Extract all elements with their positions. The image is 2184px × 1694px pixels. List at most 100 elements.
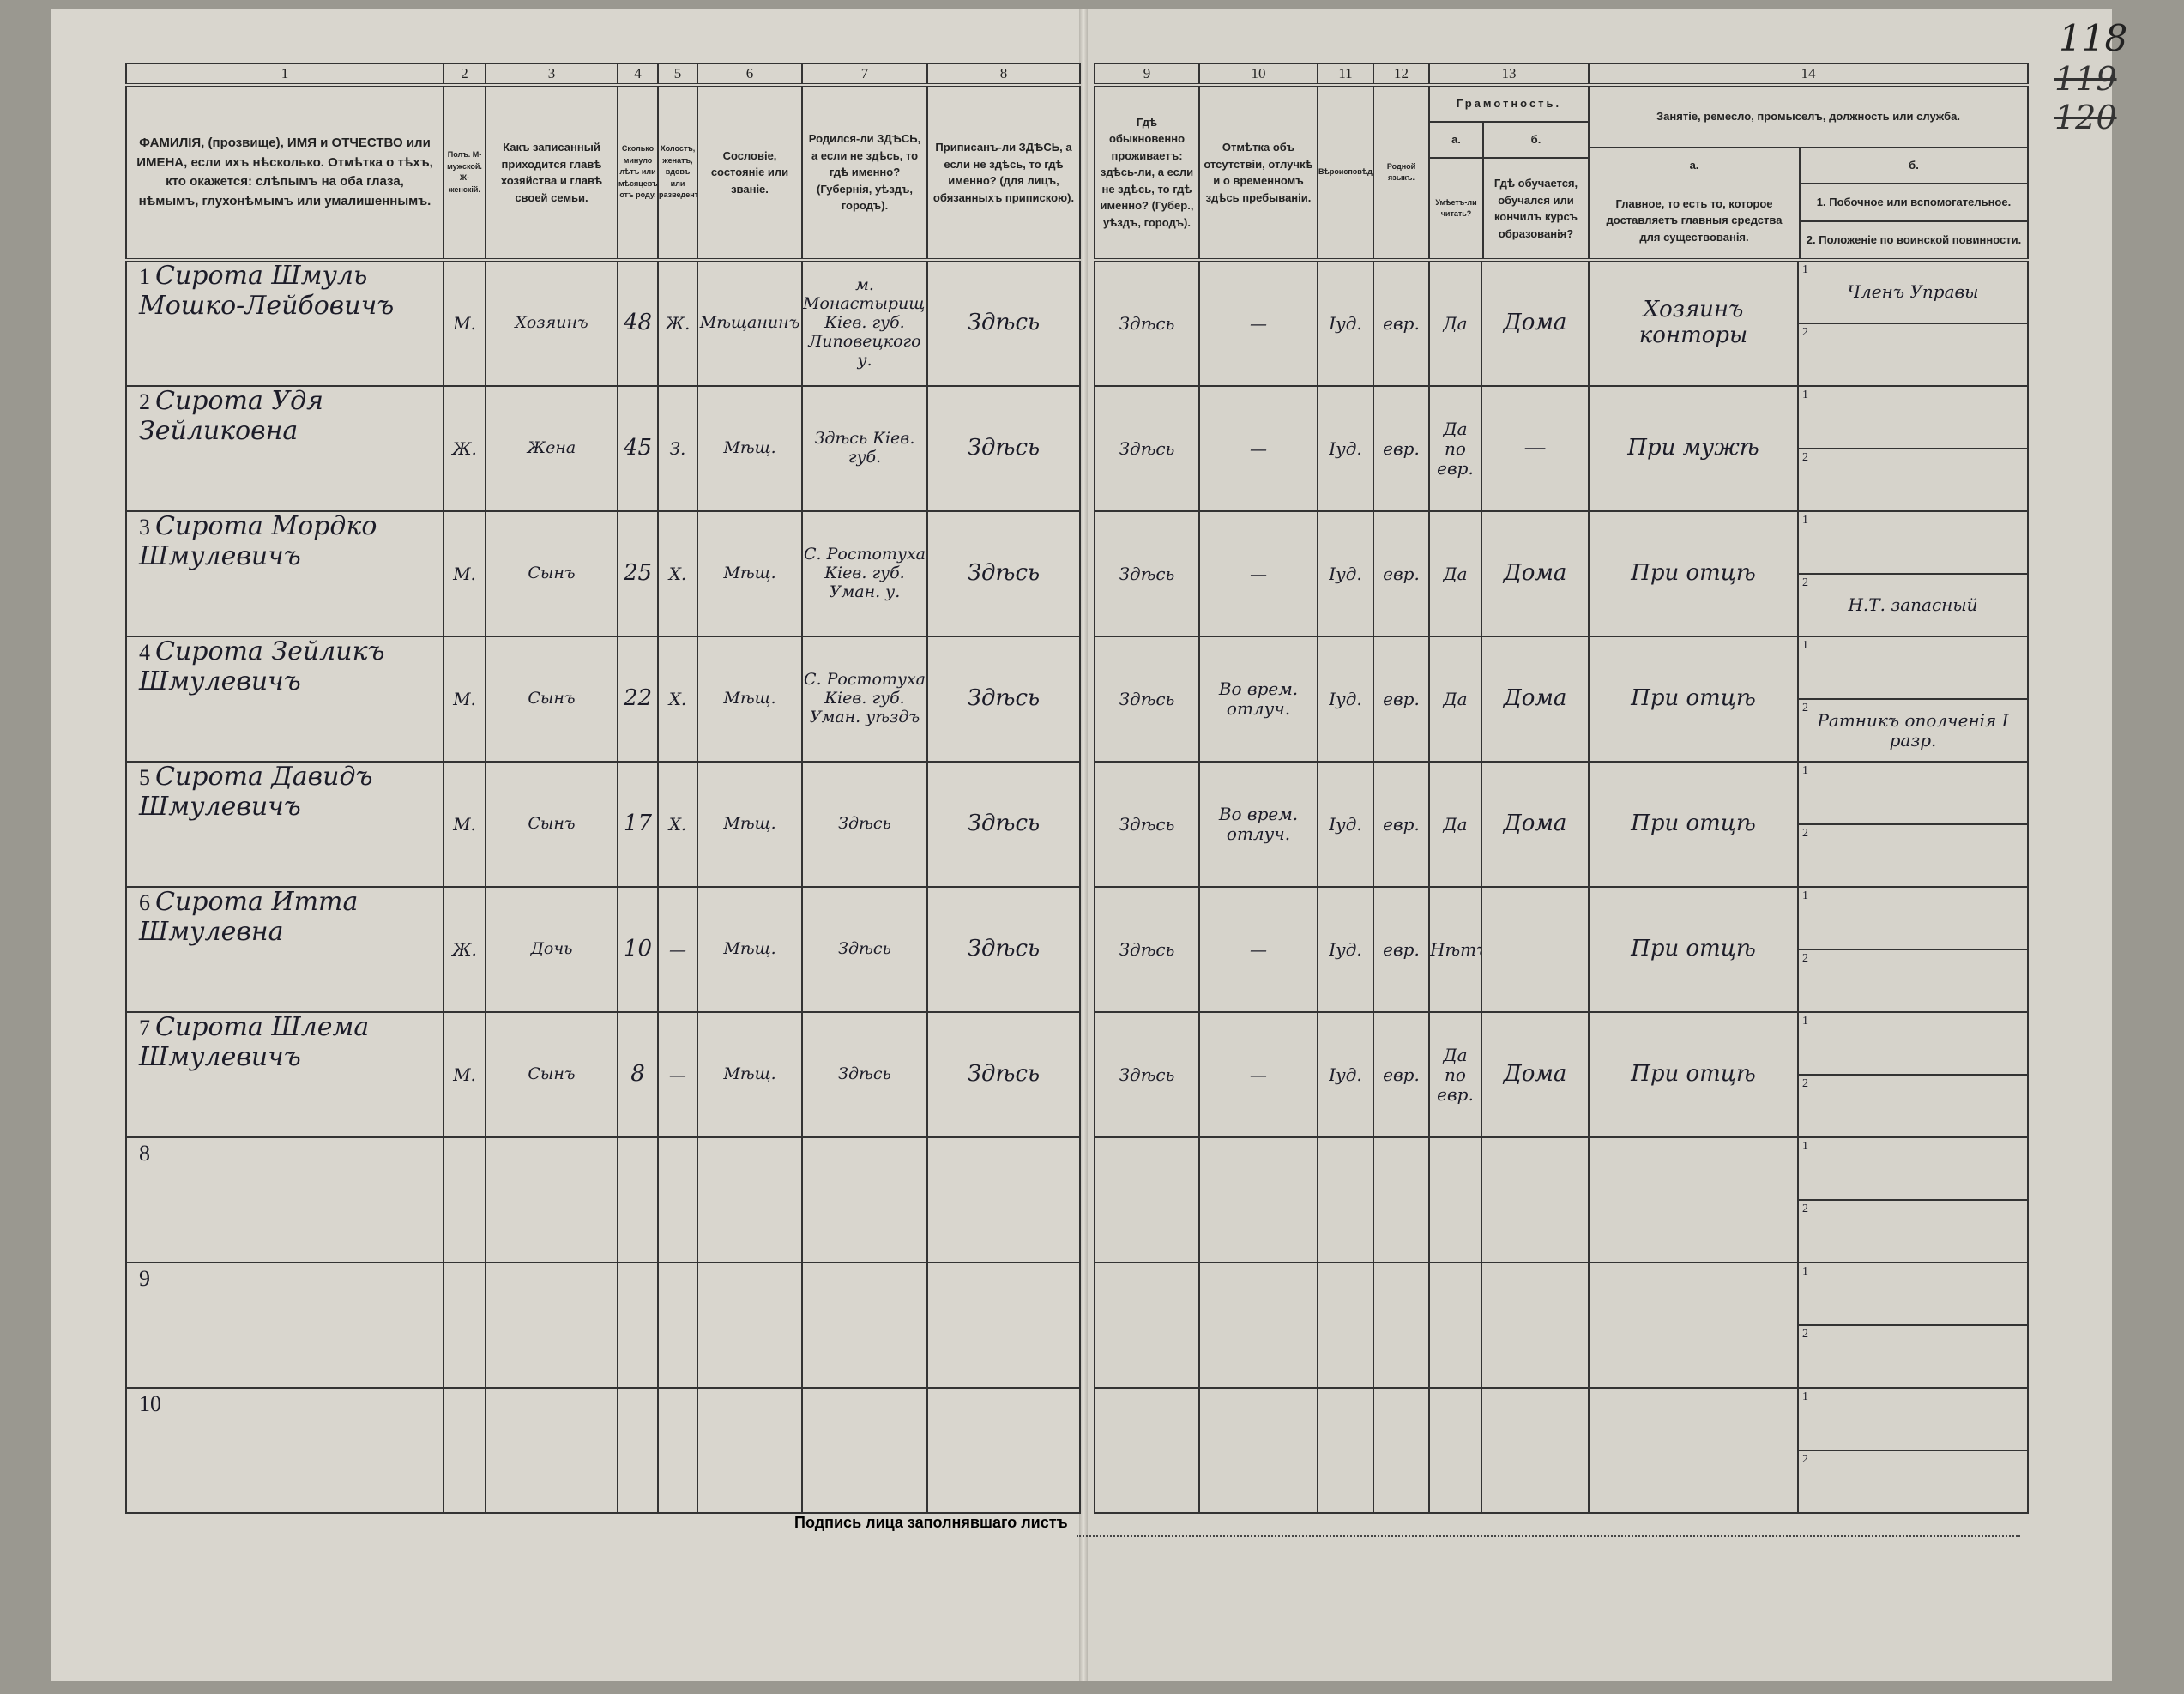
cell-name: 6 Сирота Итта Шмулевна xyxy=(125,886,444,1013)
cell-birthplace xyxy=(801,1387,928,1514)
cell-occupation: При отцѣ xyxy=(1588,1011,1799,1138)
cell-literate: Нѣтъ xyxy=(1428,886,1482,1013)
cell-occupation xyxy=(1588,1136,1799,1263)
cell-religion: Іуд. xyxy=(1317,510,1374,637)
sub-row-number: 1 xyxy=(1802,764,1808,777)
sub-row-number: 2 xyxy=(1802,1203,1808,1215)
cell-absence: Во врем. отлуч. xyxy=(1198,761,1318,888)
cell-education: Дома xyxy=(1481,761,1590,888)
cell-birthplace xyxy=(801,1136,928,1263)
secondary-occupation: 1 xyxy=(1800,1264,2026,1324)
cell-residence xyxy=(1094,1262,1200,1389)
header-sex: Полъ. М-мужской. Ж-женскій. xyxy=(443,84,486,262)
cell-birthplace: Здѣсь xyxy=(801,761,928,888)
cell-secondary-occupation: 1 2 Н.Т. запасный xyxy=(1797,510,2029,637)
cell-residence xyxy=(1094,1136,1200,1263)
cell-sex: М. xyxy=(443,636,486,763)
military-status: 2 xyxy=(1800,1324,2026,1386)
cell-age: 25 xyxy=(617,510,659,637)
cell-residence xyxy=(1094,1387,1200,1514)
sub-row-number: 2 xyxy=(1802,827,1808,840)
sub-row-number: 1 xyxy=(1802,639,1808,652)
cell-marital xyxy=(657,1136,698,1263)
cell-estate: Мѣщ. xyxy=(697,385,803,512)
header-literacy: Грамотность. а. Умѣетъ-ли читать? б. Гдѣ о… xyxy=(1428,84,1590,262)
page-number: 118 xyxy=(2059,17,2128,59)
secondary-occupation: 1 xyxy=(1800,638,2026,698)
col-number: 1 xyxy=(125,63,444,87)
cell-estate: Мѣщ. xyxy=(697,886,803,1013)
cell-relation: Сынъ xyxy=(485,510,618,637)
cell-age xyxy=(617,1136,659,1263)
cell-sex xyxy=(443,1262,486,1389)
cell-religion: Іуд. xyxy=(1317,761,1374,888)
census-table-left: 1 2 3 4 5 6 7 8 ФАМИЛІЯ, (прозвище), ИМЯ… xyxy=(125,63,1081,1514)
cell-absence: — xyxy=(1198,259,1318,387)
cell-religion: Іуд. xyxy=(1317,636,1374,763)
crossed-page-number: 119 xyxy=(2054,60,2117,98)
sub-row-number: 1 xyxy=(1802,889,1808,902)
cell-secondary-occupation: 1 2 Ратникъ ополченія I разр. xyxy=(1797,636,2029,763)
secondary-occupation: 1 xyxy=(1800,1014,2026,1074)
col-number: 14 xyxy=(1588,63,2029,87)
cell-sex: Ж. xyxy=(443,886,486,1013)
military-status: 2 xyxy=(1800,1199,2026,1261)
cell-registered: Здѣсь xyxy=(926,761,1081,888)
table-row: Здѣсь — Іуд. евр. Да по евр. Дома При отцѣ 1 2 xyxy=(1094,1011,2029,1138)
sub-label: а. xyxy=(1689,159,1699,172)
person-name: Сирота Зейликъ Шмулевичъ xyxy=(139,636,385,696)
cell-registered xyxy=(926,1262,1081,1389)
cell-birthplace: м. Монастырище Кіев. губ. Липовецкого у. xyxy=(801,259,928,387)
col-number: 7 xyxy=(801,63,928,87)
cell-marital: Ж. xyxy=(657,259,698,387)
sub-text: 1. Побочное или вспомогательное. xyxy=(1801,183,2026,222)
cell-education xyxy=(1481,886,1590,1013)
cell-education: Дома xyxy=(1481,636,1590,763)
cell-age: 48 xyxy=(617,259,659,387)
cell-absence: — xyxy=(1198,886,1318,1013)
cell-absence: — xyxy=(1198,385,1318,512)
cell-estate: Мѣщанинъ xyxy=(697,259,803,387)
cell-registered: Здѣсь xyxy=(926,1011,1081,1138)
sub-row-number: 1 xyxy=(1802,1265,1808,1278)
cell-literate: Да xyxy=(1428,510,1482,637)
cell-residence: Здѣсь xyxy=(1094,636,1200,763)
cell-sex xyxy=(443,1387,486,1514)
cell-education xyxy=(1481,1387,1590,1514)
sub-row-number: 1 xyxy=(1802,263,1808,276)
cell-age: 17 xyxy=(617,761,659,888)
row-number: 10 xyxy=(139,1391,161,1416)
cell-relation: Дочь xyxy=(485,886,618,1013)
table-row: 3 Сирота Мордко Шмулевичъ М. Сынъ 25 Х. Мѣщ. С.… xyxy=(125,510,1081,637)
cell-name: 8 xyxy=(125,1136,444,1263)
sub-row-number: 2 xyxy=(1802,576,1808,589)
occupation-title: Занятіе, ремесло, промыселъ, должность и… xyxy=(1590,87,2026,148)
sub-label: б. xyxy=(1484,123,1587,159)
cell-birthplace: Здѣсь Кіев. губ. xyxy=(801,385,928,512)
row-number: 1 xyxy=(139,264,150,289)
cell-residence: Здѣсь xyxy=(1094,259,1200,387)
table-row: 7 Сирота Шлема Шмулевичъ М. Сынъ 8— Мѣщ. Здѣсь… xyxy=(125,1011,1081,1138)
col-number: 6 xyxy=(697,63,803,87)
literacy-title: Грамотность. xyxy=(1431,87,1587,123)
cell-marital: Х. xyxy=(657,761,698,888)
cell-relation: Сынъ xyxy=(485,1011,618,1138)
person-name: Сирота Шмуль Мошко-Лейбовичъ xyxy=(139,261,395,321)
military-status: 2 xyxy=(1800,1074,2026,1136)
secondary-occupation: 1 xyxy=(1800,889,2026,949)
sub-row-text: Ратникъ ополченія I разр. xyxy=(1817,709,2009,751)
header-age: Сколько минуло лѣтъ или мѣсяцевъ отъ род… xyxy=(617,84,659,262)
cell-religion: Іуд. xyxy=(1317,385,1374,512)
cell-absence: — xyxy=(1198,1011,1318,1138)
row-number: 6 xyxy=(139,890,150,915)
cell-religion: Іуд. xyxy=(1317,886,1374,1013)
header-estate: Сословіе, состояніе или званіе. xyxy=(697,84,803,262)
military-status: 2 xyxy=(1800,823,2026,885)
cell-literate xyxy=(1428,1136,1482,1263)
cell-language: евр. xyxy=(1373,510,1430,637)
sub-row-number: 1 xyxy=(1802,1015,1808,1028)
cell-education xyxy=(1481,1136,1590,1263)
sub-text: Умѣетъ-ли читать? xyxy=(1435,197,1477,219)
cell-absence xyxy=(1198,1262,1318,1389)
